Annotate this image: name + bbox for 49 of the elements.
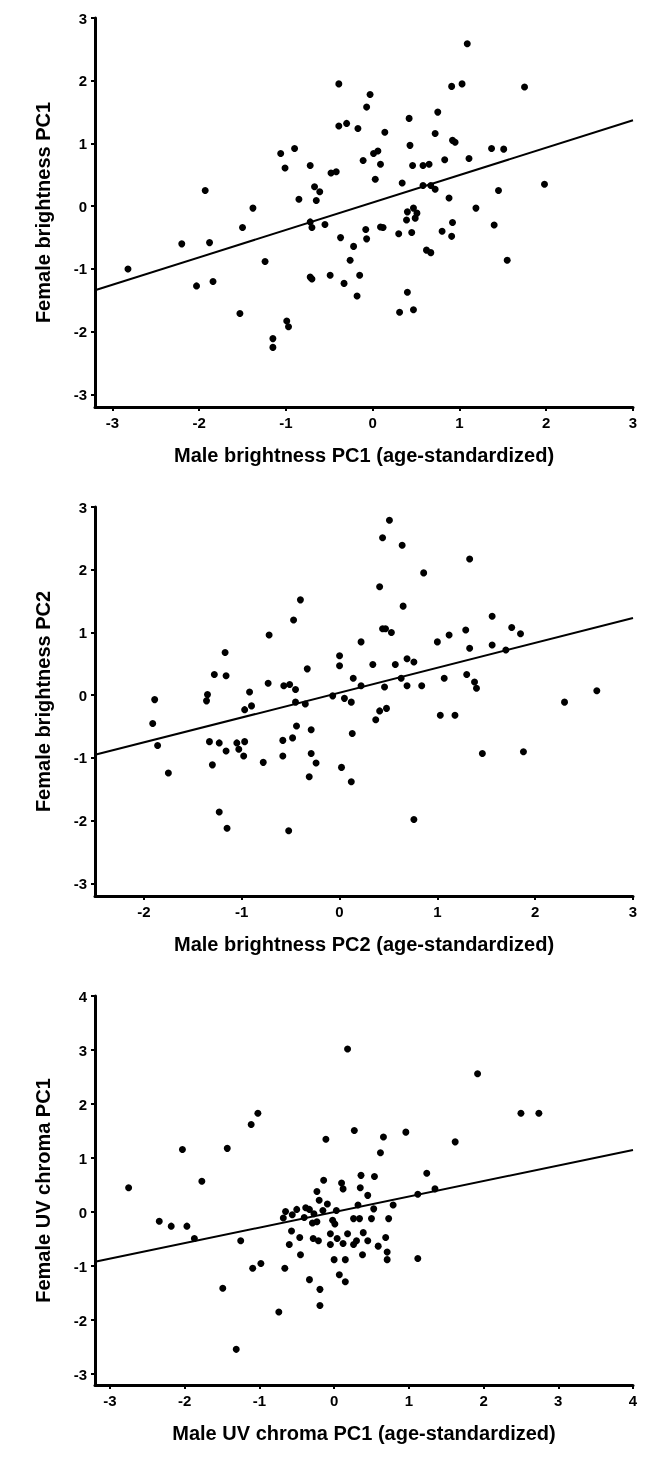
y-tick-label: -1 bbox=[73, 260, 87, 278]
x-tick-label: -2 bbox=[192, 414, 206, 431]
y-tick-label: -1 bbox=[73, 749, 87, 767]
x-tick-label: 2 bbox=[479, 1392, 488, 1409]
x-tick-label: 3 bbox=[554, 1392, 563, 1409]
x-tick-label: 0 bbox=[368, 414, 377, 431]
y-tick-label: 0 bbox=[78, 686, 87, 704]
x-tick-label: 0 bbox=[329, 1392, 339, 1409]
x-tick-label: 4 bbox=[628, 1392, 638, 1409]
x-tick-label: -3 bbox=[105, 414, 120, 431]
y-tick-label: 2 bbox=[78, 72, 87, 90]
y-tick-label: -1 bbox=[73, 1257, 87, 1275]
x-axis-title: Male brightness PC1 (age-standardized) bbox=[173, 444, 555, 466]
x-tick-label: 3 bbox=[628, 414, 638, 431]
x-tick-label: 0 bbox=[335, 903, 344, 920]
x-tick-label: -3 bbox=[103, 1392, 117, 1409]
y-tick-label: -3 bbox=[73, 874, 87, 892]
y-tick-label: -3 bbox=[73, 385, 87, 403]
y-tick-label: -3 bbox=[73, 1365, 87, 1383]
y-tick-label: -2 bbox=[73, 1311, 87, 1329]
x-tick-label: -1 bbox=[235, 903, 249, 920]
y-tick-label: 3 bbox=[78, 1041, 87, 1059]
x-tick-label: -1 bbox=[252, 1392, 267, 1409]
x-tick-label: -2 bbox=[137, 903, 151, 920]
y-tick-label: -2 bbox=[73, 323, 87, 341]
x-tick-label: -2 bbox=[177, 1392, 192, 1409]
x-tick-label: -1 bbox=[279, 414, 293, 431]
y-tick-label: 0 bbox=[78, 197, 87, 215]
y-axis-title: Female brightness PC2 bbox=[32, 590, 54, 813]
y-axis-title: Female UV chroma PC1 bbox=[32, 1078, 54, 1303]
x-tick-label: 2 bbox=[531, 903, 540, 920]
y-tick-label: 1 bbox=[78, 134, 87, 152]
x-tick-label: 3 bbox=[628, 903, 638, 920]
y-tick-label: -2 bbox=[73, 812, 87, 830]
x-tick-label: 1 bbox=[433, 903, 442, 920]
y-tick-label: 3 bbox=[78, 9, 87, 27]
x-axis-title: Male brightness PC2 (age-standardized) bbox=[173, 933, 555, 955]
y-tick-label: 1 bbox=[78, 623, 87, 641]
y-tick-label: 2 bbox=[78, 561, 87, 579]
y-tick-label: 3 bbox=[78, 498, 87, 516]
y-tick-label: 0 bbox=[78, 1203, 87, 1221]
y-tick-label: 1 bbox=[78, 1149, 87, 1167]
x-axis-title: Male UV chroma PC1 (age-standardized) bbox=[172, 1422, 556, 1444]
y-tick-label: 4 bbox=[78, 987, 88, 1005]
y-tick-label: 2 bbox=[78, 1095, 87, 1113]
x-tick-label: 1 bbox=[455, 414, 464, 431]
y-axis-title: Female brightness PC1 bbox=[32, 101, 54, 324]
x-tick-label: 1 bbox=[404, 1392, 414, 1409]
x-tick-label: 2 bbox=[542, 414, 551, 431]
